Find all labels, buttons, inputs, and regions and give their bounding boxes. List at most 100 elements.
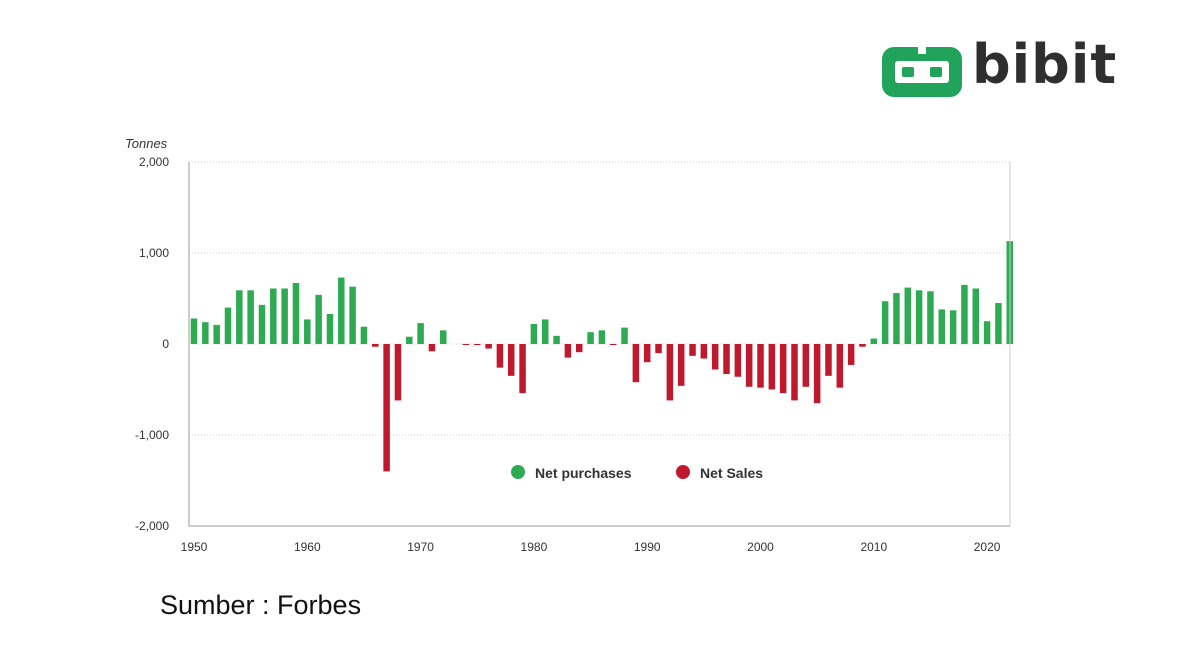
bar-2006	[825, 344, 832, 376]
bar-1953	[224, 307, 232, 344]
bar-1952	[213, 324, 220, 344]
bar-1967	[383, 344, 390, 472]
bar-1955	[247, 290, 254, 344]
grid-lines	[189, 161, 1010, 436]
bar-1980	[530, 323, 538, 344]
x-tick-label-1950: 1950	[181, 540, 208, 554]
bar-1982	[553, 335, 560, 344]
bar-2020	[983, 321, 991, 344]
y-tick-label: -1,000	[135, 428, 169, 442]
bar-2021	[995, 303, 1002, 344]
bar-1959	[292, 283, 300, 344]
bar-1992	[666, 344, 674, 401]
bar-2005	[813, 344, 821, 404]
bar-1975	[474, 344, 481, 345]
logo-mark-window	[895, 61, 949, 83]
logo-mark-left-eye	[902, 67, 914, 77]
bar-2015	[927, 291, 934, 344]
x-tick-labels: 1950 1960 1970 1980 1990 2000 2010 2020	[181, 540, 1001, 554]
bar-1978	[507, 344, 515, 376]
y-tick-label: 0	[162, 337, 169, 351]
bar-2010	[870, 338, 878, 344]
bar-2002	[779, 344, 787, 394]
axes	[188, 162, 1011, 527]
chart-legend: Net purchases Net Sales	[511, 465, 763, 481]
bar-1969	[406, 336, 413, 344]
bar-2004	[802, 344, 810, 387]
bars	[190, 241, 1014, 472]
bar-1963	[338, 277, 345, 344]
bar-1997	[723, 344, 730, 375]
x-tick-label-2000: 2000	[747, 540, 774, 554]
bar-1962	[326, 313, 334, 344]
legend-swatch-net-sales	[676, 465, 690, 479]
bar-2014	[915, 290, 923, 344]
x-tick-label-1990: 1990	[634, 540, 661, 554]
bar-2008	[847, 344, 855, 365]
gold-net-purchases-chart: 2,000 1,000 0 -1,000 -2,000 1950 1960 1970 1980…	[125, 136, 1014, 554]
bar-2007	[836, 344, 844, 388]
bar-1999	[745, 344, 753, 387]
bar-1987	[609, 344, 617, 345]
bar-1954	[236, 290, 243, 344]
y-tick-label: 2,000	[139, 155, 169, 169]
bar-1977	[496, 344, 504, 368]
bar-1974	[462, 344, 470, 345]
bar-1965	[360, 326, 368, 344]
legend-label-net-purchases: Net purchases	[535, 465, 632, 481]
bar-1958	[281, 288, 288, 344]
bar-1956	[258, 304, 266, 344]
bar-2000	[757, 344, 764, 388]
bar-1979	[519, 344, 526, 394]
bibit-logo: bibit	[880, 34, 1130, 102]
bar-1970	[417, 323, 424, 344]
bar-1983	[564, 344, 572, 358]
x-tick-label-2020: 2020	[974, 540, 1001, 554]
y-tick-label: -2,000	[135, 519, 169, 533]
x-tick-label-1980: 1980	[521, 540, 548, 554]
legend-label-net-sales: Net Sales	[700, 465, 763, 481]
bar-1991	[655, 344, 662, 354]
bar-1981	[541, 319, 549, 344]
logo-mark-notch	[918, 44, 926, 54]
bar-1966	[372, 344, 379, 347]
bar-1968	[394, 344, 402, 401]
bar-2011	[881, 301, 889, 344]
y-tick-label: 1,000	[139, 246, 169, 260]
bar-2019	[972, 288, 980, 344]
bar-2017	[949, 310, 957, 344]
bar-1985	[587, 332, 594, 344]
x-tick-label-1970: 1970	[407, 540, 434, 554]
bar-2016	[938, 309, 946, 344]
legend-swatch-net-purchases	[511, 465, 525, 479]
bar-1994	[689, 344, 696, 356]
bar-1961	[315, 294, 322, 344]
bar-1950	[190, 318, 198, 344]
logo-mark-right-eye	[930, 67, 942, 77]
bar-2003	[791, 344, 798, 401]
bibit-wordmark: bibit	[972, 33, 1118, 96]
x-tick-label-2010: 2010	[860, 540, 887, 554]
x-tick-label-1960: 1960	[294, 540, 321, 554]
y-tick-labels: 2,000 1,000 0 -1,000 -2,000	[135, 155, 169, 533]
source-caption: Sumber : Forbes	[160, 590, 362, 620]
bar-1995	[700, 344, 708, 359]
bar-1993	[677, 344, 685, 386]
bar-1996	[711, 344, 719, 370]
y-axis-unit-label: Tonnes	[125, 136, 168, 151]
bar-1972	[440, 330, 447, 344]
bar-1988	[621, 327, 628, 344]
bar-2013	[904, 287, 912, 344]
bar-1990	[643, 344, 651, 363]
bar-2012	[893, 293, 900, 344]
bar-1971	[428, 344, 436, 352]
bar-1998	[734, 344, 742, 377]
bibit-logo-mark	[882, 44, 962, 97]
bar-1984	[575, 344, 583, 353]
bar-1957	[270, 288, 277, 344]
bar-1951	[202, 322, 209, 344]
bar-1964	[349, 286, 356, 344]
bar-2018	[961, 284, 968, 344]
bar-1976	[485, 344, 492, 349]
bar-2001	[768, 344, 776, 390]
